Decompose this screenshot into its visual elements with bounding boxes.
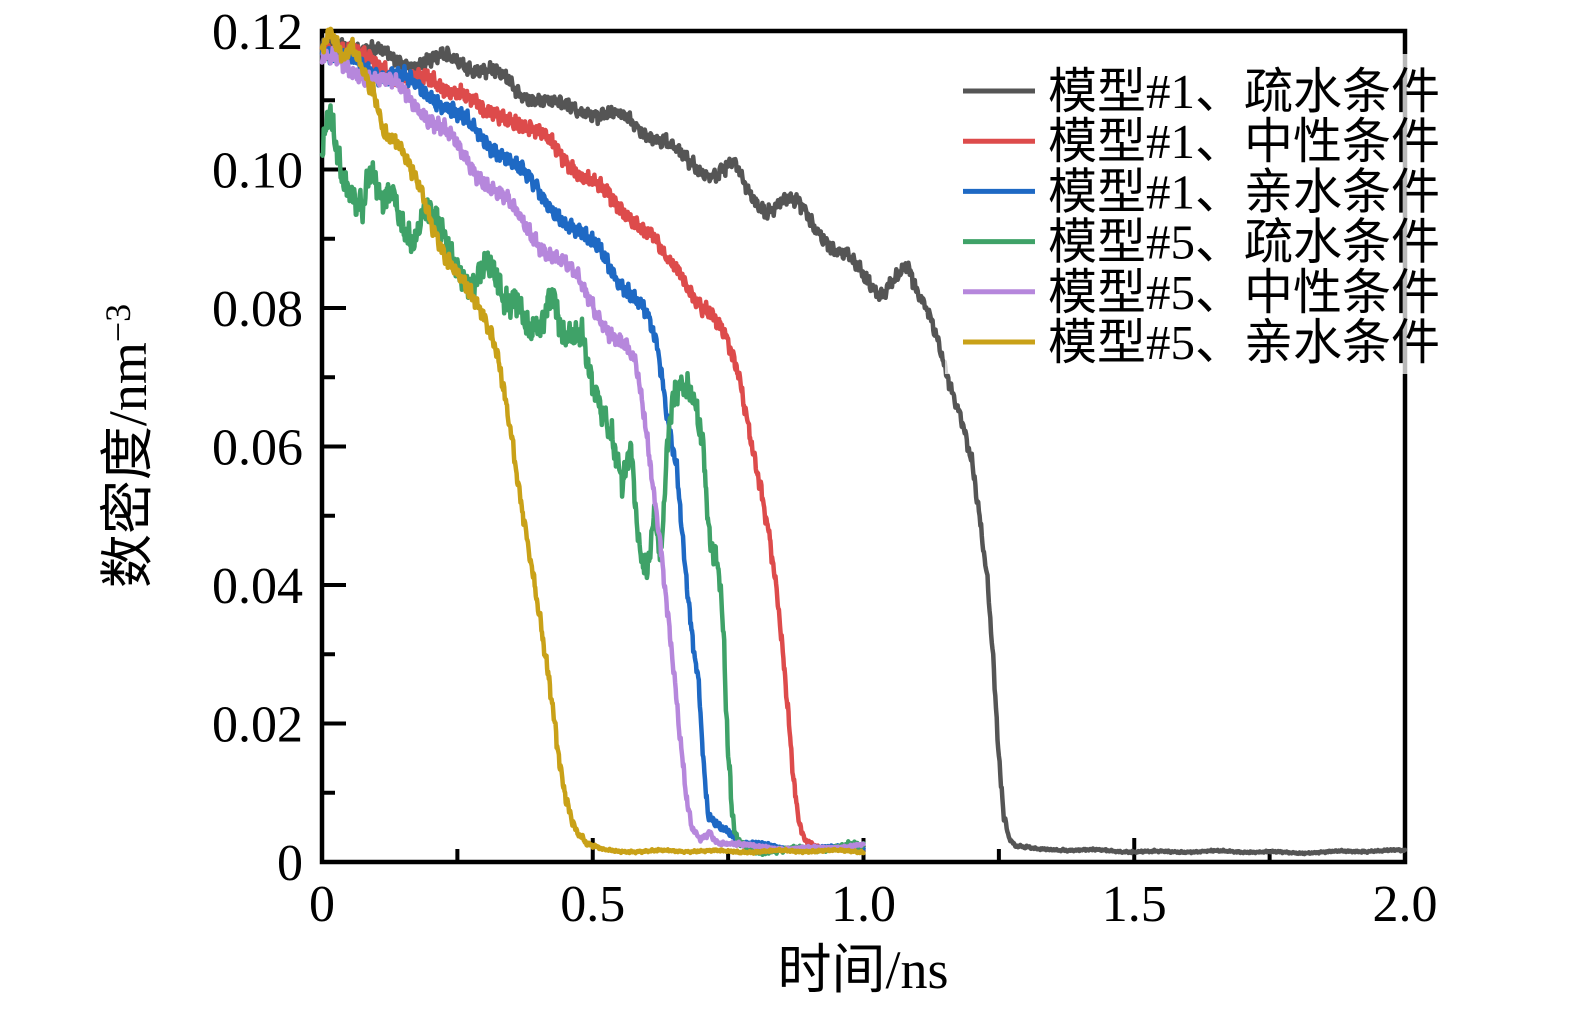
x-tick-label: 2.0 <box>1373 876 1438 933</box>
series-line-0 <box>319 34 1408 857</box>
legend-label: 模型#1、中性条件 <box>1048 114 1440 169</box>
x-tick-label: 1.0 <box>831 876 896 933</box>
legend-item: 模型#1、亲水条件 <box>963 164 1440 219</box>
x-axis-title: 时间/ns <box>777 940 948 1000</box>
series-line-1 <box>319 41 866 853</box>
x-tick-label: 0 <box>309 876 335 933</box>
legend-item: 模型#5、亲水条件 <box>963 315 1440 370</box>
legend-background <box>945 54 1480 374</box>
series-line-2 <box>319 46 866 853</box>
legend-item: 模型#5、中性条件 <box>963 265 1440 320</box>
series-line-3 <box>319 103 866 858</box>
y-tick-label: 0.06 <box>212 420 303 477</box>
legend-label: 模型#5、疏水条件 <box>1048 215 1440 270</box>
legend-item: 模型#1、疏水条件 <box>963 64 1440 119</box>
y-tick-label: 0.10 <box>212 143 303 200</box>
y-tick-label: 0.12 <box>212 4 303 61</box>
y-tick-label: 0.04 <box>212 558 303 615</box>
y-axis-title: 数密度/nm−3 <box>98 304 158 588</box>
data-curves <box>319 26 1408 858</box>
series-line-5 <box>319 26 866 856</box>
legend-label: 模型#5、中性条件 <box>1048 265 1440 320</box>
legend-item: 模型#1、中性条件 <box>963 114 1440 169</box>
series-line-4 <box>319 45 866 853</box>
y-tick-label: 0.08 <box>212 281 303 338</box>
x-tick-label: 0.5 <box>560 876 625 933</box>
legend-label: 模型#1、疏水条件 <box>1048 64 1440 119</box>
legend-label: 模型#1、亲水条件 <box>1048 164 1440 219</box>
y-tick-label: 0.02 <box>212 697 303 754</box>
legend: 模型#1、疏水条件模型#1、中性条件模型#1、亲水条件模型#5、疏水条件模型#5… <box>945 54 1480 374</box>
y-tick-label: 0 <box>277 835 303 892</box>
x-tick-label: 1.5 <box>1102 876 1167 933</box>
legend-item: 模型#5、疏水条件 <box>963 215 1440 270</box>
tick-labels: 0 0.5 1.0 1.5 2.0 0 0.02 0.04 0.06 0.08 0.10 0.12 <box>212 4 1438 933</box>
legend-label: 模型#5、亲水条件 <box>1048 315 1440 370</box>
